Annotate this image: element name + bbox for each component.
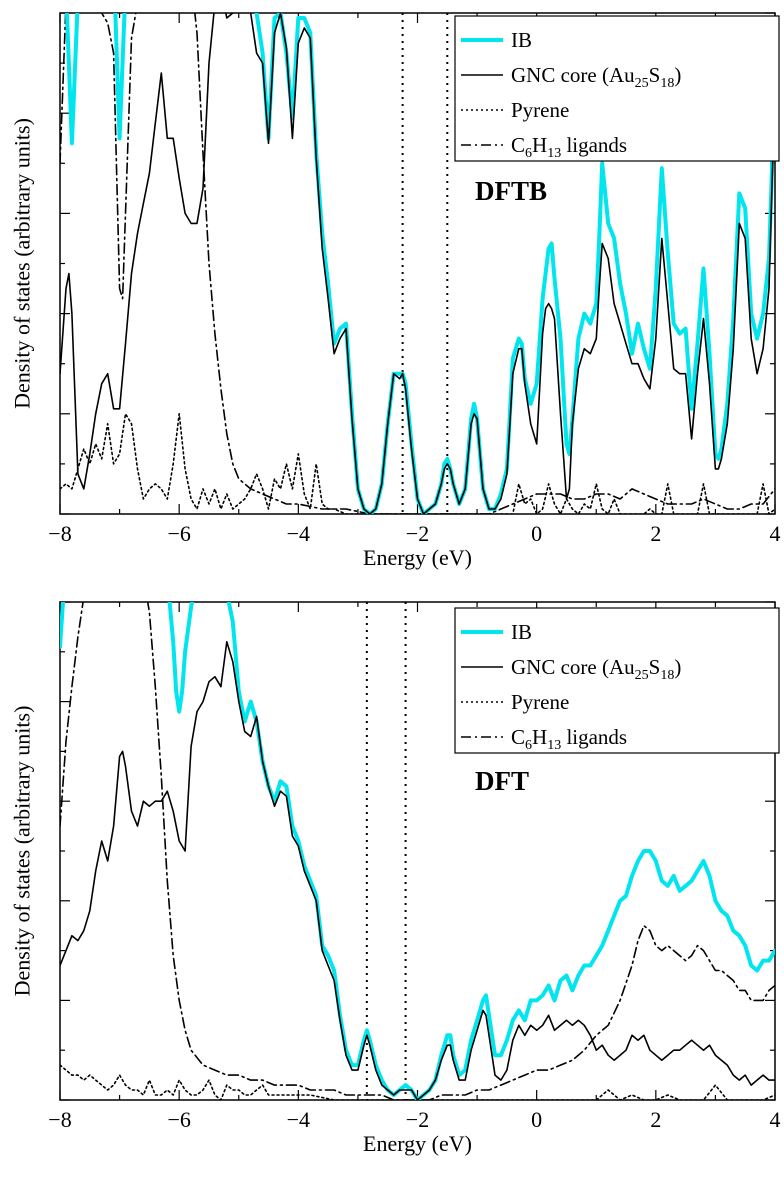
x-tick-label: −2 <box>406 1107 429 1132</box>
x-tick-label: −2 <box>406 521 429 546</box>
legend-label: IB <box>511 28 532 52</box>
series-line-ib <box>60 602 775 1100</box>
x-tick-label: 0 <box>531 521 542 546</box>
x-tick-label: −6 <box>167 521 190 546</box>
x-tick-label: 0 <box>531 1107 542 1132</box>
x-tick-label: 4 <box>770 521 781 546</box>
panel-method-label: DFTB <box>475 176 547 206</box>
legend-label: C6​H13​ ligands <box>511 133 627 161</box>
series-line-pyrene <box>60 413 775 514</box>
series-group <box>60 13 775 514</box>
x-tick-label: 2 <box>650 521 661 546</box>
series-line-c6h13 <box>60 13 775 514</box>
x-tick-label: 4 <box>770 1107 781 1132</box>
x-axis-title: Energy (eV) <box>363 1131 472 1156</box>
legend-label: GNC core (Au25​S18​) <box>511 655 681 683</box>
legend-label: IB <box>511 620 532 644</box>
x-tick-label: −4 <box>287 1107 310 1132</box>
x-tick-label: 2 <box>650 1107 661 1132</box>
x-tick-label: −4 <box>287 521 310 546</box>
legend: IB GNC core (Au25​S18​) Pyrene C6​H13​ liga… <box>454 607 780 754</box>
dos-panel-dft: −8 −6 −4 −2 0 2 4 Energy (eV) Density of states … <box>10 601 781 1156</box>
legend-label: Pyrene <box>511 690 569 714</box>
series-line-gnc <box>60 13 775 514</box>
series-group <box>60 602 775 1100</box>
legend-box <box>454 607 780 754</box>
x-tick-label: −8 <box>48 1107 71 1132</box>
x-tick-label: −6 <box>167 1107 190 1132</box>
y-axis-title: Density of states (arbitrary units) <box>10 706 35 997</box>
series-line-gnc <box>60 641 775 1100</box>
series-line-c6h13 <box>60 602 775 1100</box>
y-axis-title: Density of states (arbitrary units) <box>10 118 35 409</box>
x-tick-label: −8 <box>48 521 71 546</box>
legend: IB GNC core (Au25​S18​) Pyrene C6​H13​ liga… <box>454 15 780 162</box>
legend-label: C6​H13​ ligands <box>511 725 627 753</box>
panel-method-label: DFT <box>475 766 529 796</box>
legend-box <box>454 15 780 162</box>
legend-label: GNC core (Au25​S18​) <box>511 63 681 91</box>
x-axis-title: Energy (eV) <box>363 545 472 570</box>
dos-panel-dftb: −8 −6 −4 −2 0 2 4 Energy (eV) Density of states … <box>10 12 781 570</box>
legend-label: Pyrene <box>511 98 569 122</box>
series-line-pyrene <box>60 1064 775 1100</box>
